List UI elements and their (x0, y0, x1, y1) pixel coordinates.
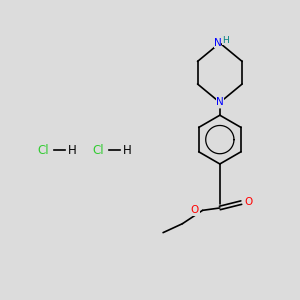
Text: Cl: Cl (92, 143, 104, 157)
Text: O: O (190, 205, 199, 215)
Text: N: N (214, 38, 221, 48)
Text: N: N (216, 98, 224, 107)
Text: H: H (222, 36, 229, 45)
Text: Cl: Cl (37, 143, 49, 157)
Text: H: H (123, 143, 131, 157)
Text: H: H (68, 143, 76, 157)
Text: O: O (245, 197, 253, 207)
